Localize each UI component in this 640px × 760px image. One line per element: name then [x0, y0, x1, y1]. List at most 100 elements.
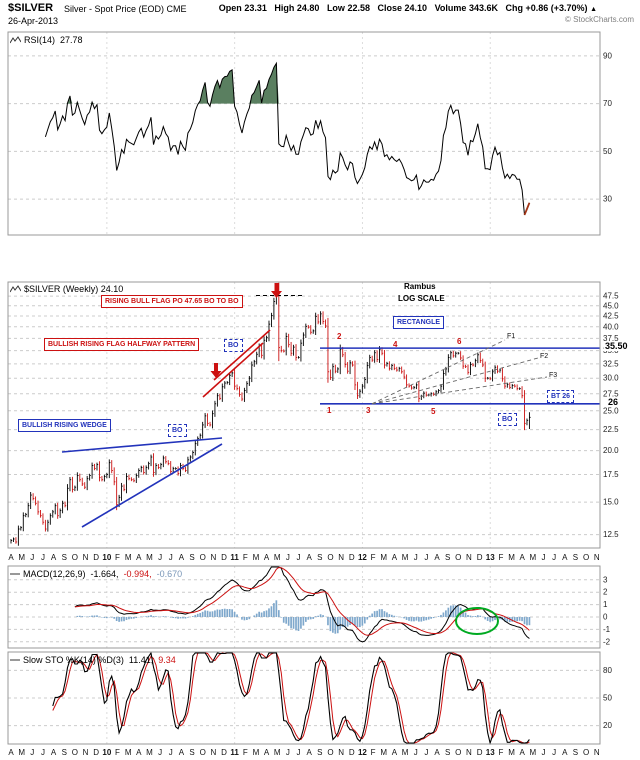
touch-point-4: 4 [393, 340, 398, 349]
svg-text:D: D [221, 748, 227, 757]
macd-legend: MACD(12,26,9) -1.664, -0.994, -0.670 [10, 569, 182, 579]
open-value: 23.31 [244, 3, 267, 13]
touch-point-1: 1 [327, 406, 332, 415]
svg-text:3: 3 [603, 575, 608, 584]
svg-text:D: D [349, 748, 355, 757]
svg-text:M: M [125, 748, 132, 757]
svg-text:20.0: 20.0 [603, 446, 619, 455]
svg-text:10: 10 [102, 553, 111, 562]
svg-text:17.5: 17.5 [603, 470, 619, 479]
svg-text:D: D [349, 553, 355, 562]
svg-text:M: M [508, 748, 515, 757]
svg-text:O: O [455, 748, 461, 757]
svg-text:F: F [498, 553, 503, 562]
sto-value-k: 11.41, [128, 655, 154, 665]
svg-text:45.0: 45.0 [603, 301, 619, 310]
svg-text:20: 20 [603, 721, 612, 730]
svg-text:12: 12 [358, 748, 367, 757]
chg-label: Chg [505, 3, 523, 13]
svg-text:11: 11 [230, 553, 239, 562]
svg-text:J: J [542, 748, 546, 757]
svg-text:F: F [115, 748, 120, 757]
svg-text:N: N [594, 748, 600, 757]
low-value: 22.58 [347, 3, 370, 13]
svg-text:M: M [18, 553, 25, 562]
svg-text:90: 90 [603, 51, 612, 60]
svg-text:37.5: 37.5 [603, 334, 619, 343]
svg-text:A: A [562, 553, 568, 562]
rectangle-top-level: 35.50 [604, 341, 629, 351]
macd-value-2: -0.994, [123, 569, 152, 579]
svg-text:D: D [477, 553, 483, 562]
svg-text:N: N [83, 748, 89, 757]
high-value: 24.80 [296, 3, 320, 13]
svg-text:0: 0 [603, 613, 608, 622]
open-label: Open [218, 3, 242, 13]
svg-text:N: N [338, 748, 344, 757]
svg-text:A: A [179, 553, 185, 562]
svg-text:N: N [210, 553, 216, 562]
svg-text:25.0: 25.0 [603, 406, 619, 415]
svg-text:J: J [542, 553, 546, 562]
svg-text:J: J [297, 553, 301, 562]
svg-text:A: A [392, 748, 398, 757]
svg-text:13: 13 [486, 748, 495, 757]
fan-line-label-f3: F3 [549, 372, 558, 379]
svg-text:O: O [327, 553, 333, 562]
chart-date: 26-Apr-2013 [8, 16, 59, 26]
line-icon [10, 659, 20, 661]
svg-text:S: S [573, 748, 578, 757]
svg-text:D: D [221, 553, 227, 562]
svg-text:30: 30 [603, 195, 612, 204]
svg-text:A: A [136, 748, 142, 757]
svg-text:A: A [51, 553, 57, 562]
svg-text:A: A [264, 553, 270, 562]
fan-line-label-f2: F2 [540, 353, 549, 360]
price-label: $SILVER (Weekly) 24.10 [24, 284, 124, 294]
svg-text:F: F [243, 748, 248, 757]
svg-text:S: S [573, 553, 578, 562]
svg-text:J: J [552, 748, 556, 757]
svg-text:J: J [297, 748, 301, 757]
breakout-flag-badge: BO [224, 339, 243, 352]
svg-text:D: D [93, 553, 99, 562]
svg-text:O: O [72, 553, 78, 562]
rectangle-callout: RECTANGLE [393, 316, 445, 329]
svg-text:N: N [338, 553, 344, 562]
svg-text:J: J [414, 748, 418, 757]
touch-point-6: 6 [457, 337, 462, 346]
breakout-wedge-badge: BO [168, 424, 187, 437]
svg-text:15.0: 15.0 [603, 498, 619, 507]
halfway-pattern-callout: BULLISH RISING FLAG HALFWAY PATTERN [44, 338, 200, 351]
sto-label: Slow STO %K(14) %D(3) [23, 655, 124, 665]
svg-text:A: A [8, 748, 14, 757]
svg-text:M: M [380, 748, 387, 757]
svg-text:2: 2 [603, 588, 608, 597]
svg-text:A: A [307, 748, 313, 757]
svg-text:J: J [414, 553, 418, 562]
svg-text:N: N [83, 553, 89, 562]
svg-text:F: F [371, 553, 376, 562]
svg-text:M: M [125, 553, 132, 562]
svg-text:M: M [380, 553, 387, 562]
svg-text:A: A [434, 553, 440, 562]
svg-text:J: J [41, 553, 45, 562]
symbol: $SILVER [8, 2, 54, 14]
svg-text:11: 11 [230, 748, 239, 757]
svg-text:M: M [402, 553, 409, 562]
svg-text:12.5: 12.5 [603, 530, 619, 539]
svg-text:13: 13 [486, 553, 495, 562]
svg-text:O: O [72, 748, 78, 757]
svg-text:M: M [530, 748, 537, 757]
rsi-value: 27.78 [60, 35, 83, 45]
svg-text:A: A [434, 748, 440, 757]
svg-text:J: J [286, 553, 290, 562]
svg-text:M: M [253, 748, 260, 757]
svg-text:O: O [583, 553, 589, 562]
line-chart-icon [10, 36, 21, 44]
svg-text:J: J [424, 748, 428, 757]
svg-text:O: O [583, 748, 589, 757]
macd-value-1: -1.664, [90, 569, 119, 579]
svg-text:M: M [274, 553, 281, 562]
